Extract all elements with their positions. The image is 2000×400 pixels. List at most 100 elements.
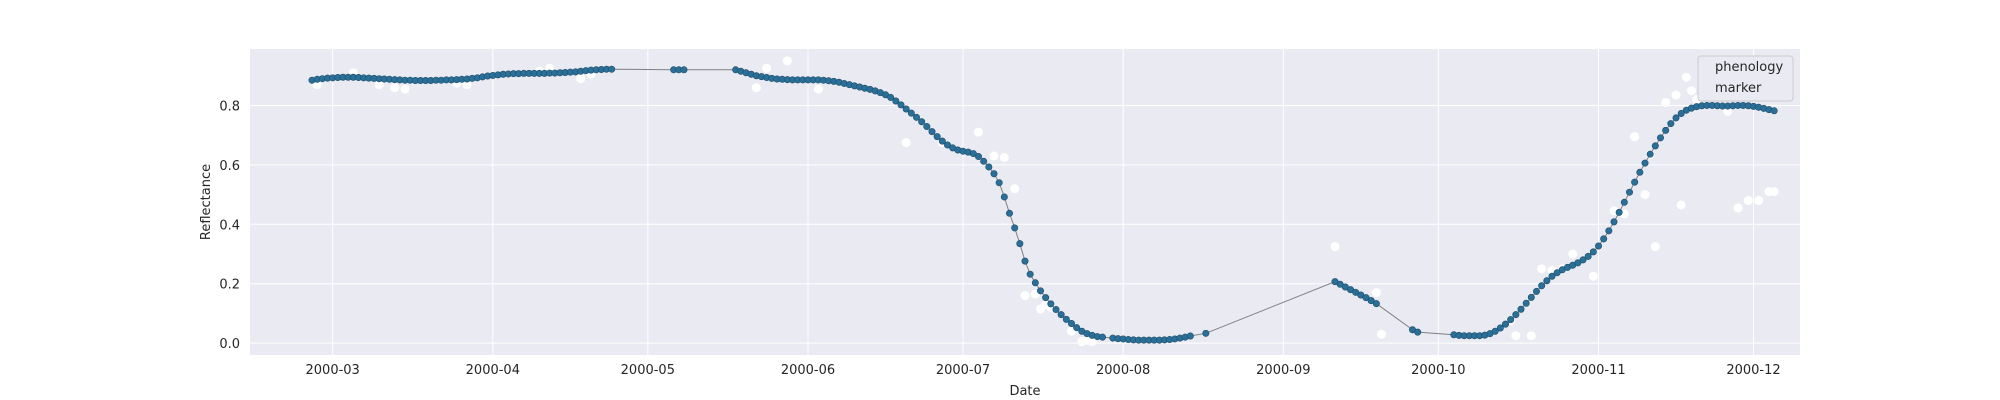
phenology-point <box>1579 256 1587 264</box>
marker-point <box>312 80 322 90</box>
phenology-point <box>1538 282 1546 290</box>
marker-point <box>1743 196 1753 206</box>
phenology-point <box>1636 168 1644 176</box>
marker-point <box>1733 203 1743 213</box>
marker-point <box>462 80 472 90</box>
grid-lines <box>250 49 1800 355</box>
phenology-point <box>1610 218 1618 226</box>
legend-entry-marker: marker <box>1715 81 1762 96</box>
phenology-point <box>1605 227 1613 235</box>
phenology-point <box>1517 305 1525 313</box>
y-tick-labels: 0.0 0.2 0.4 0.6 0.8 <box>219 99 240 352</box>
x-axis-label: Date <box>1009 384 1040 399</box>
x-tick-label: 2000-08 <box>1096 363 1150 378</box>
phenology-point <box>1620 198 1628 206</box>
phenology-point <box>680 66 688 74</box>
phenology-point <box>943 141 951 149</box>
marker-point <box>1537 264 1547 274</box>
y-tick-label: 0.6 <box>219 159 240 174</box>
marker-point <box>390 83 400 93</box>
phenology-point <box>933 133 941 141</box>
phenology-point <box>1657 134 1665 142</box>
marker-point <box>1087 337 1097 347</box>
plot-background <box>250 49 1800 355</box>
marker-point <box>1754 196 1764 206</box>
phenology-point <box>995 179 1003 187</box>
phenology-point <box>985 163 993 171</box>
y-tick-label: 0.2 <box>219 278 240 293</box>
phenology-point <box>1543 277 1551 285</box>
marker-point <box>1681 72 1691 82</box>
phenology-point <box>1615 208 1623 216</box>
phenology-point <box>1641 159 1649 167</box>
phenology-point <box>1073 324 1081 332</box>
marker-point <box>751 83 761 93</box>
phenology-point <box>897 101 905 109</box>
marker-point <box>1687 86 1696 96</box>
phenology-point <box>1367 297 1375 305</box>
phenology-point <box>1527 293 1535 301</box>
phenology-point <box>1600 235 1608 243</box>
phenology-point <box>1770 107 1778 115</box>
phenology-point <box>1005 209 1013 217</box>
y-tick-label: 0.8 <box>219 99 240 114</box>
y-tick-label: 0.4 <box>219 218 240 233</box>
phenology-point <box>1037 287 1045 295</box>
x-tick-labels: 2000-03 2000-04 2000-05 2000-06 2000-07 2000-… <box>306 363 1781 378</box>
marker-point <box>1020 291 1030 301</box>
marker-point <box>1526 331 1536 341</box>
phenology-point <box>1186 332 1194 340</box>
phenology-point <box>1042 294 1050 302</box>
phenology-point <box>1626 188 1634 196</box>
phenology-point <box>1667 120 1675 128</box>
phenology-point <box>1068 320 1076 328</box>
phenology-point <box>990 170 998 178</box>
marker-point <box>400 84 410 94</box>
phenology-point <box>1553 269 1561 277</box>
phenology-point <box>1496 324 1504 332</box>
marker-point <box>1330 242 1340 252</box>
x-tick-label: 2000-12 <box>1726 363 1780 378</box>
marker-point <box>999 152 1009 162</box>
phenology-point <box>1502 320 1510 328</box>
phenology-point <box>1677 109 1685 117</box>
phenology-markers <box>308 65 1778 344</box>
phenology-point <box>892 97 900 105</box>
phenology-point <box>907 109 915 117</box>
phenology-point <box>912 113 920 121</box>
phenology-point <box>608 65 616 73</box>
marker-point <box>1769 187 1779 197</box>
phenology-point <box>1522 299 1530 307</box>
phenology-point <box>1646 150 1654 158</box>
phenology-point <box>1672 114 1680 122</box>
marker-point <box>989 151 999 161</box>
phenology-point <box>1202 329 1210 337</box>
phenology-point <box>1062 315 1070 323</box>
marker-point <box>1650 242 1660 252</box>
phenology-point <box>1414 328 1422 336</box>
marker-point <box>813 84 823 94</box>
phenology-point <box>1651 142 1659 150</box>
x-tick-label: 2000-07 <box>936 363 990 378</box>
x-tick-label: 2000-11 <box>1571 363 1625 378</box>
x-tick-label: 2000-04 <box>466 363 520 378</box>
marker-point <box>1640 190 1650 200</box>
phenology-point <box>1548 272 1556 280</box>
raw-points <box>312 56 1779 347</box>
y-tick-label: 0.0 <box>219 337 240 352</box>
phenology-point <box>1533 287 1541 295</box>
phenology-point <box>1491 327 1499 335</box>
x-tick-label: 2000-03 <box>306 363 360 378</box>
phenology-point <box>918 118 926 126</box>
marker-point <box>762 63 772 73</box>
phenology-point <box>1362 294 1370 302</box>
phenology-point <box>980 157 988 165</box>
legend-entry-phenology: phenology <box>1715 60 1783 75</box>
marker-point <box>1010 184 1020 194</box>
phenology-point <box>1099 333 1107 341</box>
phenology-point <box>1047 300 1055 308</box>
x-tick-label: 2000-06 <box>781 363 835 378</box>
phenology-point <box>1021 257 1029 265</box>
phenology-point <box>969 150 977 158</box>
